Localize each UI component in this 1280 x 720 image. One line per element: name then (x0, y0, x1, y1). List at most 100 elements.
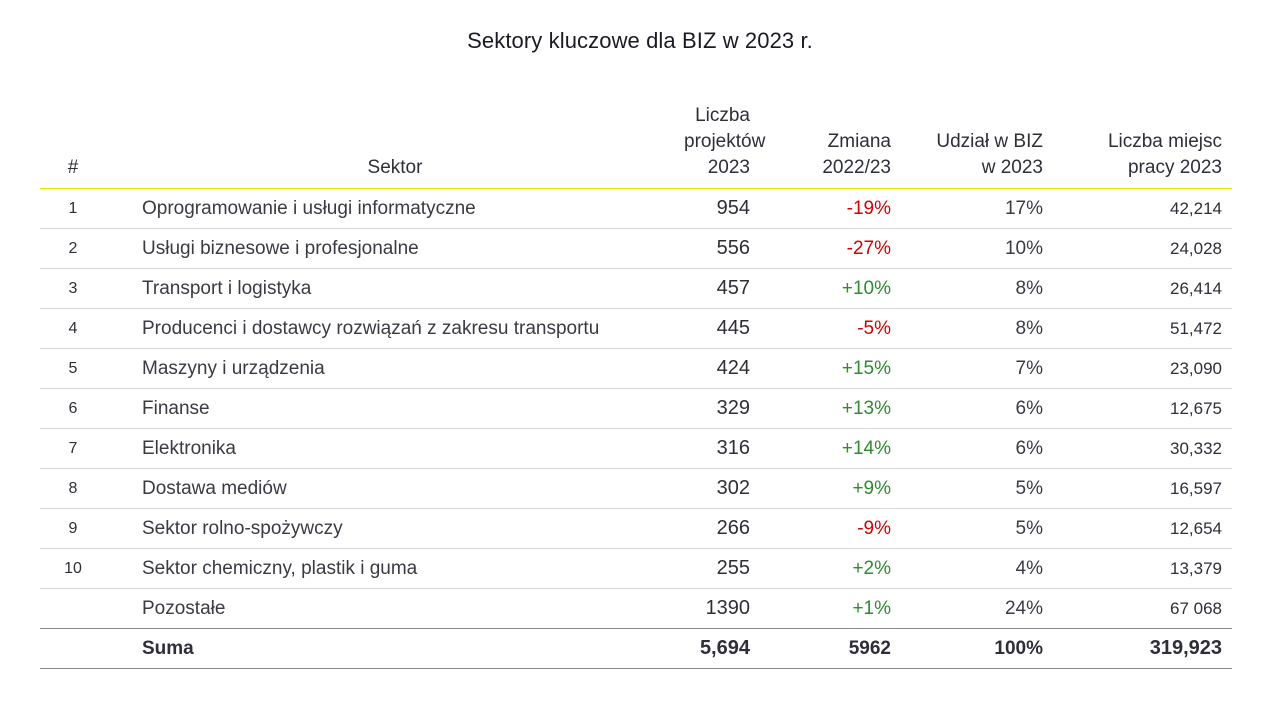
row-projects: 457 (684, 268, 750, 309)
row-share: 5% (891, 468, 1053, 509)
row-change: +10% (750, 268, 891, 309)
row-change: +9% (750, 468, 891, 509)
row-change: +1% (750, 588, 891, 629)
row-projects: 445 (684, 308, 750, 349)
row-change: -9% (750, 508, 891, 549)
row-jobs: 26,414 (1053, 268, 1232, 309)
row-sector: Pozostałe (106, 588, 684, 629)
row-num: 9 (40, 508, 106, 549)
row-sector: Producenci i dostawcy rozwiązań z zakres… (106, 308, 684, 349)
row-num: 2 (40, 228, 106, 269)
header-jobs-line1: Liczba miejsc (1107, 131, 1222, 152)
row-num: 3 (40, 268, 106, 309)
row-change: +13% (750, 388, 891, 429)
row-projects: 329 (684, 388, 750, 429)
total-projects: 5,694 (684, 628, 750, 669)
table-row: 6 Finanse 329 +13% 6% 12,675 (40, 388, 1232, 429)
table-row: 2 Usługi biznesowe i profesjonalne 556 -… (40, 228, 1232, 269)
row-share: 8% (891, 268, 1053, 309)
row-sector: Sektor chemiczny, plastik i guma (106, 548, 684, 589)
header-jobs: Liczba miejsc pracy 2023 (1053, 96, 1232, 189)
table-row-total: Suma 5,694 5962 100% 319,923 (40, 628, 1232, 669)
row-change: +14% (750, 428, 891, 469)
header-sector: Sektor (106, 96, 684, 189)
table-row: 5 Maszyny i urządzenia 424 +15% 7% 23,09… (40, 348, 1232, 389)
row-projects: 316 (684, 428, 750, 469)
header-share: Udział w BIZ w 2023 (891, 96, 1053, 189)
row-change: -5% (750, 308, 891, 349)
row-num: 1 (40, 188, 106, 229)
row-change: +15% (750, 348, 891, 389)
row-jobs: 51,472 (1053, 308, 1232, 349)
row-projects: 266 (684, 508, 750, 549)
row-share: 4% (891, 548, 1053, 589)
header-share-line1: Udział w BIZ (936, 131, 1043, 152)
table-row: 4 Producenci i dostawcy rozwiązań z zakr… (40, 308, 1232, 349)
table-row: 7 Elektronika 316 +14% 6% 30,332 (40, 428, 1232, 469)
header-change-line2: 2022/23 (822, 157, 891, 178)
row-projects: 556 (684, 228, 750, 269)
row-jobs: 12,654 (1053, 508, 1232, 549)
row-sector: Finanse (106, 388, 684, 429)
row-sector: Sektor rolno-spożywczy (106, 508, 684, 549)
header-projects-line2: projektów (684, 131, 766, 152)
row-share: 6% (891, 388, 1053, 429)
header-change-line1: Zmiana (827, 131, 891, 152)
row-num: 5 (40, 348, 106, 389)
row-num: 8 (40, 468, 106, 509)
table-row-other: Pozostałe 1390 +1% 24% 67 068 (40, 588, 1232, 629)
row-num: 7 (40, 428, 106, 469)
row-projects: 424 (684, 348, 750, 389)
row-projects: 954 (684, 188, 750, 229)
header-change: Zmiana 2022/23 (750, 96, 891, 189)
table-row: 3 Transport i logistyka 457 +10% 8% 26,4… (40, 268, 1232, 309)
header-projects-line1: Liczba (695, 105, 750, 126)
row-num-empty (40, 588, 106, 629)
row-sector: Usługi biznesowe i profesjonalne (106, 228, 684, 269)
row-jobs: 13,379 (1053, 548, 1232, 589)
row-sector: Elektronika (106, 428, 684, 469)
row-share: 5% (891, 508, 1053, 549)
total-share: 100% (891, 628, 1053, 669)
table-row: 9 Sektor rolno-spożywczy 266 -9% 5% 12,6… (40, 508, 1232, 549)
row-projects: 302 (684, 468, 750, 509)
row-num-empty (40, 628, 106, 669)
total-change: 5962 (750, 628, 891, 669)
header-share-line2: w 2023 (981, 157, 1043, 178)
sectors-table: # Sektor Liczba projektów 2023 Zmiana 20… (40, 96, 1232, 669)
page-title: Sektory kluczowe dla BIZ w 2023 r. (467, 28, 813, 53)
row-sector: Maszyny i urządzenia (106, 348, 684, 389)
row-num: 6 (40, 388, 106, 429)
header-projects: Liczba projektów 2023 (684, 96, 765, 189)
row-jobs: 30,332 (1053, 428, 1232, 469)
header-num: # (40, 96, 106, 189)
table-row: 1 Oprogramowanie i usługi informatyczne … (40, 188, 1232, 229)
table-row: 10 Sektor chemiczny, plastik i guma 255 … (40, 548, 1232, 589)
row-projects: 1390 (684, 588, 750, 629)
row-jobs: 24,028 (1053, 228, 1232, 269)
table-header-row: # Sektor Liczba projektów 2023 Zmiana 20… (40, 96, 1232, 189)
row-sector: Dostawa mediów (106, 468, 684, 509)
header-projects-line3: 2023 (707, 157, 750, 178)
table-row: 8 Dostawa mediów 302 +9% 5% 16,597 (40, 468, 1232, 509)
row-num: 10 (40, 548, 106, 589)
row-share: 8% (891, 308, 1053, 349)
row-change: -19% (750, 188, 891, 229)
row-jobs: 23,090 (1053, 348, 1232, 389)
row-jobs: 67 068 (1053, 588, 1232, 629)
row-sector: Transport i logistyka (106, 268, 684, 309)
row-jobs: 12,675 (1053, 388, 1232, 429)
row-projects: 255 (684, 548, 750, 589)
header-jobs-line2: pracy 2023 (1127, 157, 1222, 178)
row-num: 4 (40, 308, 106, 349)
row-change: +2% (750, 548, 891, 589)
row-jobs: 42,214 (1053, 188, 1232, 229)
row-share: 10% (891, 228, 1053, 269)
row-sector: Oprogramowanie i usługi informatyczne (106, 188, 684, 229)
row-change: -27% (750, 228, 891, 269)
total-label: Suma (106, 628, 684, 669)
row-jobs: 16,597 (1053, 468, 1232, 509)
total-jobs: 319,923 (1053, 628, 1232, 669)
row-share: 24% (891, 588, 1053, 629)
row-share: 6% (891, 428, 1053, 469)
